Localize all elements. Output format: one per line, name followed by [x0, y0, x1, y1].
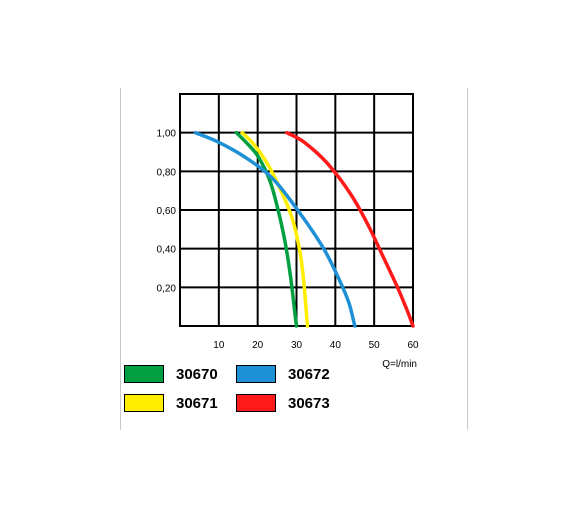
legend-label: 30670 — [176, 365, 218, 383]
series-line-30673 — [285, 130, 415, 328]
series-line-30671 — [240, 130, 310, 328]
legend-label: 30671 — [176, 394, 218, 412]
y-tick-label: 0,80 — [157, 167, 177, 178]
x-axis-label: Q=l/min — [382, 359, 417, 370]
x-axis-ticks: 10 20 30 40 50 60 — [213, 340, 419, 351]
legend-item-30670: 30670 — [124, 363, 218, 385]
x-tick-label: 10 — [213, 340, 225, 351]
series-line-30672 — [193, 130, 357, 328]
legend-label: 30673 — [288, 394, 330, 412]
legend-swatch — [236, 365, 276, 383]
y-tick-label: 1,00 — [157, 129, 177, 140]
legend-item-30673: 30673 — [236, 392, 330, 414]
legend-label: 30672 — [288, 365, 330, 383]
legend-swatch — [124, 365, 164, 383]
y-tick-label: 0,40 — [157, 245, 177, 256]
right-frame-line — [467, 88, 468, 430]
x-tick-label: 40 — [330, 340, 342, 351]
y-tick-label: 0,20 — [157, 283, 177, 294]
x-tick-label: 20 — [252, 340, 264, 351]
legend-swatch — [236, 394, 276, 412]
x-tick-label: 30 — [291, 340, 303, 351]
x-tick-label: 60 — [407, 340, 419, 351]
series-line-30670 — [234, 130, 299, 328]
legend-swatch — [124, 394, 164, 412]
x-tick-label: 50 — [369, 340, 381, 351]
legend-item-30672: 30672 — [236, 363, 330, 385]
left-frame-line — [120, 88, 121, 430]
legend-item-30671: 30671 — [124, 392, 218, 414]
chart-series — [193, 130, 415, 328]
y-axis-ticks: 0,20 0,40 0,60 0,80 1,00 — [157, 129, 177, 295]
y-tick-label: 0,60 — [157, 206, 177, 217]
